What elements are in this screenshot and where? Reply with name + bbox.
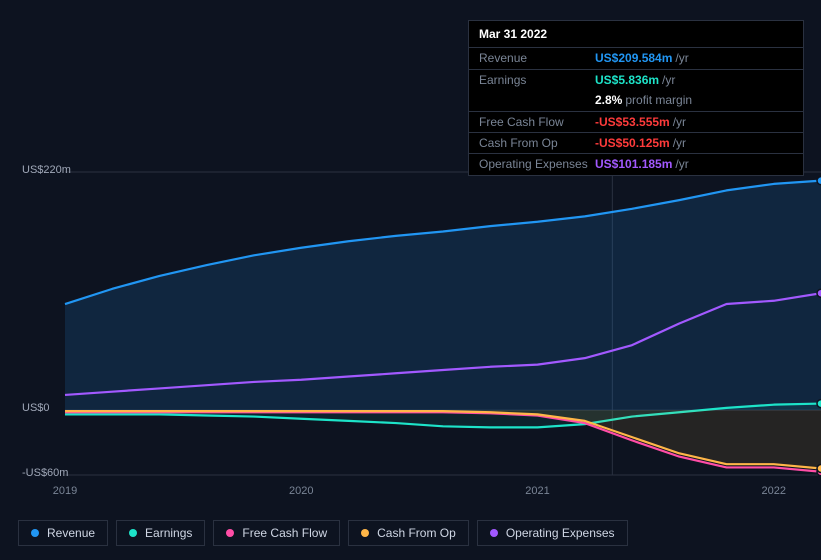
legend-item-cashop[interactable]: Cash From Op <box>348 520 469 546</box>
y-axis-label: US$220m <box>22 164 71 176</box>
legend-dot-icon <box>490 529 498 537</box>
tooltip-row: Operating ExpensesUS$101.185m/yr <box>469 153 803 174</box>
tooltip-row-label: Revenue <box>479 51 595 65</box>
tooltip-row-unit: /yr <box>675 157 688 171</box>
chart-tooltip: Mar 31 2022 RevenueUS$209.584m/yrEarning… <box>468 20 804 176</box>
x-axis-label: 2020 <box>289 485 313 497</box>
tooltip-row-label: Cash From Op <box>479 136 595 150</box>
legend-label: Operating Expenses <box>506 526 615 540</box>
tooltip-row-label: Operating Expenses <box>479 157 595 171</box>
tooltip-row-value: US$5.836m <box>595 73 659 87</box>
tooltip-row-label: Free Cash Flow <box>479 115 595 129</box>
y-axis-label: US$0 <box>22 402 50 414</box>
legend-label: Revenue <box>47 526 95 540</box>
tooltip-row: 2.8%profit margin <box>469 90 803 110</box>
y-axis-label: -US$60m <box>22 467 68 479</box>
legend-label: Cash From Op <box>377 526 456 540</box>
legend-label: Free Cash Flow <box>242 526 327 540</box>
tooltip-row: RevenueUS$209.584m/yr <box>469 47 803 68</box>
tooltip-row-value: US$101.185m <box>595 157 672 171</box>
tooltip-title: Mar 31 2022 <box>469 21 803 47</box>
legend-item-fcf[interactable]: Free Cash Flow <box>213 520 340 546</box>
legend-dot-icon <box>31 529 39 537</box>
x-axis-label: 2021 <box>525 485 549 497</box>
tooltip-row: Free Cash Flow-US$53.555m/yr <box>469 111 803 132</box>
tooltip-row-unit: /yr <box>673 115 686 129</box>
x-axis-label: 2022 <box>762 485 786 497</box>
legend-dot-icon <box>226 529 234 537</box>
tooltip-row-unit: profit margin <box>625 93 692 107</box>
legend-item-earnings[interactable]: Earnings <box>116 520 205 546</box>
legend-dot-icon <box>361 529 369 537</box>
tooltip-row-unit: /yr <box>673 136 686 150</box>
legend-item-opex[interactable]: Operating Expenses <box>477 520 628 546</box>
tooltip-row: Cash From Op-US$50.125m/yr <box>469 132 803 153</box>
tooltip-row-value: US$209.584m <box>595 51 672 65</box>
tooltip-row-value: 2.8% <box>595 93 622 107</box>
tooltip-row-unit: /yr <box>662 73 675 87</box>
legend-label: Earnings <box>145 526 192 540</box>
x-axis-label: 2019 <box>53 485 77 497</box>
tooltip-row-value: -US$50.125m <box>595 136 670 150</box>
tooltip-row-value: -US$53.555m <box>595 115 670 129</box>
tooltip-row-label: Earnings <box>479 73 595 87</box>
chart-legend: Revenue Earnings Free Cash Flow Cash From O… <box>18 520 628 546</box>
legend-dot-icon <box>129 529 137 537</box>
tooltip-row: EarningsUS$5.836m/yr <box>469 69 803 90</box>
legend-item-revenue[interactable]: Revenue <box>18 520 108 546</box>
tooltip-row-unit: /yr <box>675 51 688 65</box>
